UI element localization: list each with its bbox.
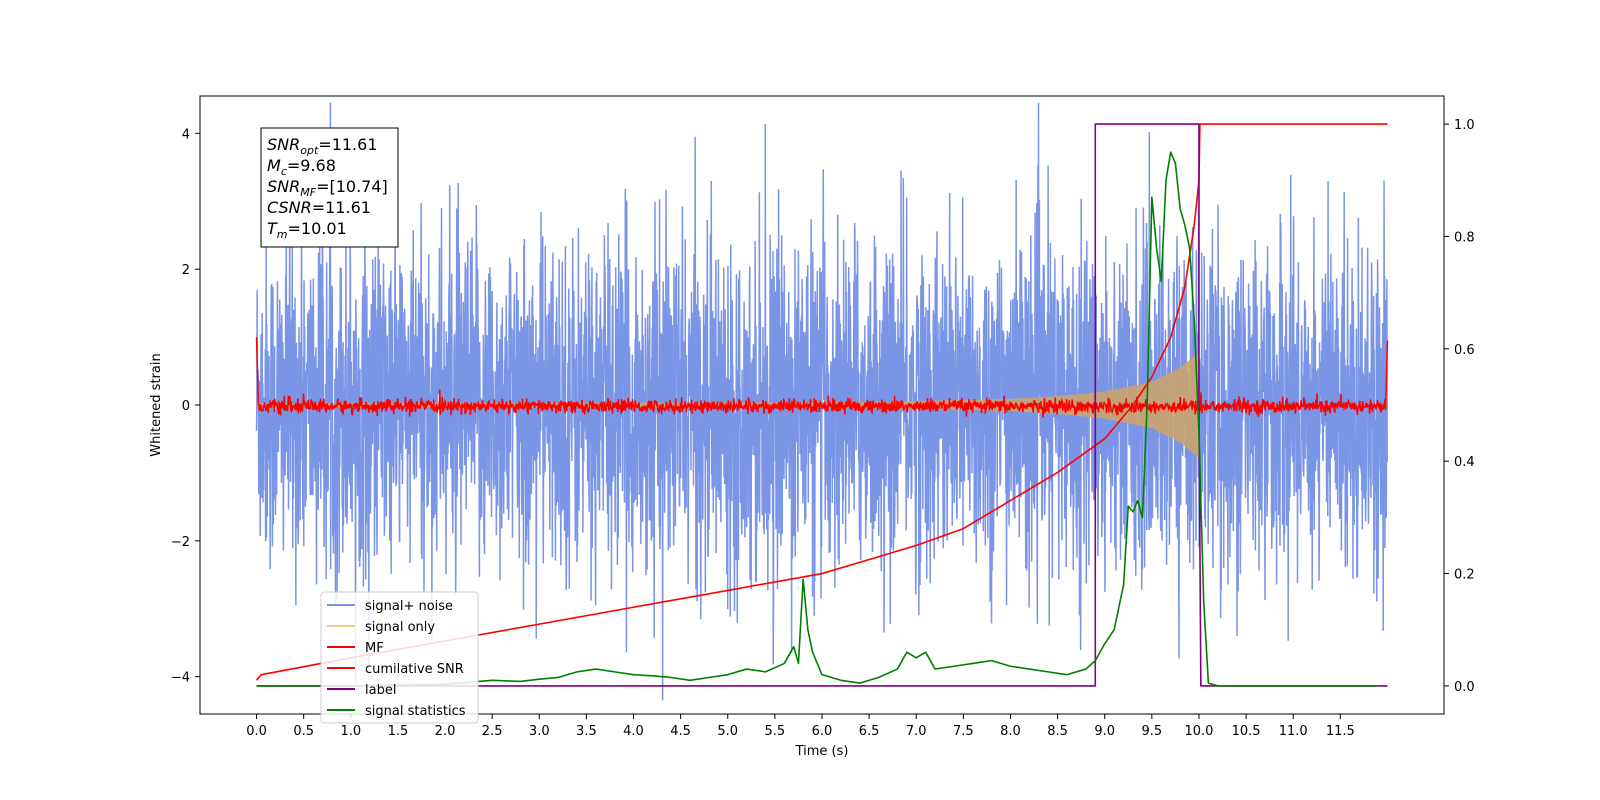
x-tick-label: 8.5 [1047, 724, 1068, 739]
x-tick-label: 4.5 [670, 724, 691, 739]
y-tick-label: 2 [182, 263, 190, 278]
annotation-frame [260, 127, 399, 248]
y-axis-label: Whitened strain [149, 353, 164, 456]
series-signal-statistics-line [256, 151, 1379, 687]
y-tick-label: −2 [171, 535, 190, 550]
y2-tick-label: 0.2 [1454, 568, 1475, 583]
x-tick-label: 3.0 [529, 724, 550, 739]
x-tick-label: 1.5 [388, 724, 409, 739]
legend-frame [320, 591, 479, 724]
y2-tick-label: 0.4 [1454, 455, 1475, 470]
x-tick-label: 2.5 [482, 724, 503, 739]
x-tick-label: 9.5 [1142, 724, 1163, 739]
y2-tick-label: 0.8 [1454, 230, 1475, 245]
y2-tick-label: 0.6 [1454, 343, 1475, 358]
x-tick-label: 11.0 [1279, 724, 1308, 739]
x-tick-label: 3.5 [576, 724, 597, 739]
x-tick-label: 8.0 [1000, 724, 1021, 739]
legend-label: cumilative SNR [365, 662, 464, 677]
legend-label: signal+ noise [365, 599, 453, 614]
annotation-box: SNRopt=11.61Mc=9.68SNRMF=[10.74]CSNR=11.… [260, 127, 399, 248]
y2-tick-label: 1.0 [1454, 118, 1475, 133]
x-tick-label: 0.5 [293, 724, 314, 739]
y-tick-label: −4 [171, 671, 190, 686]
annotation-line: SNRMF=[10.74] [267, 177, 388, 199]
x-tick-label: 6.5 [859, 724, 880, 739]
x-tick-label: 6.0 [812, 724, 833, 739]
x-tick-label: 5.0 [717, 724, 738, 739]
y-axis-ticks: −4 −2 0 2 4 [171, 127, 200, 686]
x-tick-label: 10.5 [1232, 724, 1261, 739]
x-axis-ticks: 0.0 0.5 1.0 1.5 2.0 2.5 3.0 3.5 4.0 4.5 5.0 5.5 6.0 6… [246, 714, 1355, 739]
y-tick-label: 4 [182, 127, 190, 142]
y2-axis-ticks: 0.0 0.2 0.4 0.6 0.8 1.0 [1444, 118, 1475, 695]
annotation-line: Mc=9.68 [267, 156, 336, 178]
y2-tick-label: 0.0 [1454, 680, 1475, 695]
annotation-line: Tm=10.01 [267, 219, 347, 241]
x-tick-label: 10.0 [1184, 724, 1213, 739]
annotation-line: CSNR=11.61 [267, 198, 371, 217]
x-tick-label: 7.0 [906, 724, 927, 739]
x-tick-label: 11.5 [1326, 724, 1355, 739]
x-tick-label: 2.0 [435, 724, 456, 739]
x-tick-label: 7.5 [953, 724, 974, 739]
annotation-line: SNRopt=11.61 [267, 135, 378, 157]
series-label-line [256, 123, 1388, 687]
legend: signal+ noise signal only MF cumilative SNR… [320, 591, 479, 724]
y-tick-label: 0 [182, 399, 190, 414]
legend-label: MF [365, 641, 384, 656]
x-tick-label: 0.0 [246, 724, 267, 739]
x-tick-label: 4.0 [623, 724, 644, 739]
legend-label: signal statistics [365, 704, 466, 719]
legend-label: label [365, 683, 396, 698]
x-tick-label: 5.5 [765, 724, 786, 739]
x-tick-label: 9.0 [1094, 724, 1115, 739]
legend-label: signal only [365, 620, 435, 635]
x-axis-label: Time (s) [795, 744, 849, 759]
x-tick-label: 1.0 [340, 724, 361, 739]
